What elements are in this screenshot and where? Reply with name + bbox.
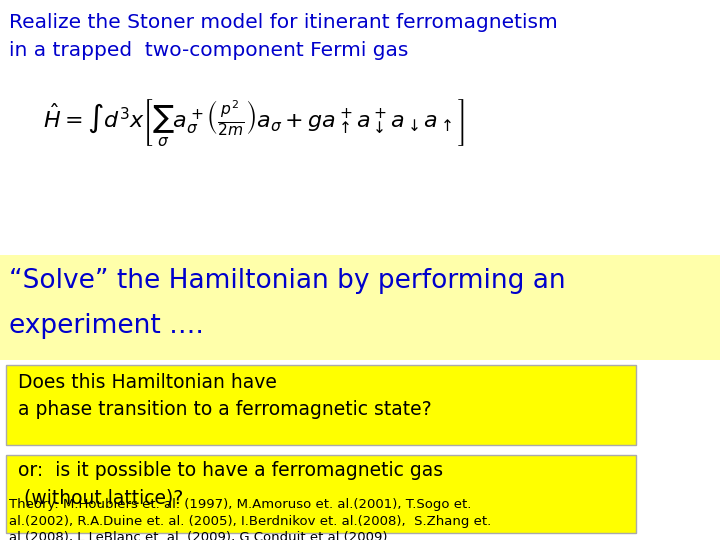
Text: Theory: M.Houbiers et. al. (1997), M.Amoruso et. al.(2001), T.Sogo et.
al.(2002): Theory: M.Houbiers et. al. (1997), M.Amo… [9,498,491,540]
Text: Realize the Stoner model for itinerant ferromagnetism: Realize the Stoner model for itinerant f… [9,14,557,32]
FancyBboxPatch shape [6,455,636,533]
FancyBboxPatch shape [0,255,720,360]
Text: $\hat{H} = \int d^3x\left[\sum_{\sigma} a^+_{\sigma}\left(\frac{p^2}{2m}\right)a: $\hat{H} = \int d^3x\left[\sum_{\sigma} … [43,97,465,148]
Text: Does this Hamiltonian have: Does this Hamiltonian have [18,373,277,392]
FancyBboxPatch shape [6,365,636,445]
Text: “Solve” the Hamiltonian by performing an: “Solve” the Hamiltonian by performing an [9,268,565,294]
Text: in a trapped  two-component Fermi gas: in a trapped two-component Fermi gas [9,40,408,59]
Text: (without lattice)?: (without lattice)? [18,488,184,507]
Text: or:  is it possible to have a ferromagnetic gas: or: is it possible to have a ferromagnet… [18,461,443,480]
Text: experiment ….: experiment …. [9,313,204,339]
Text: a phase transition to a ferromagnetic state?: a phase transition to a ferromagnetic st… [18,400,431,419]
